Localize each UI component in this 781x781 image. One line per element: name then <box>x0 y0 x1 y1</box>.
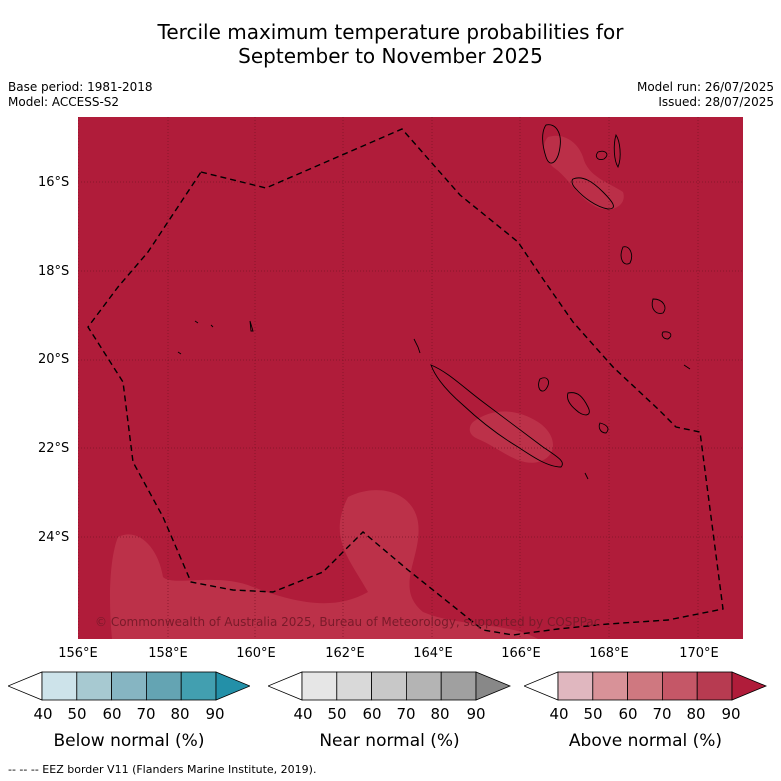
below-colorbar-min-arrow <box>8 671 43 701</box>
below-colorbar-bin <box>145 671 182 701</box>
near-colorbar-bin <box>405 671 442 701</box>
model-run-text: Model run: 26/07/2025 <box>636 80 774 94</box>
above-normal-label: Above normal (%) <box>568 731 723 751</box>
probability-patch-vanuatu <box>543 135 624 210</box>
tick-label: 60 <box>102 705 122 723</box>
meta-right: Model run: 26/07/2025 Issued: 28/07/2025 <box>637 80 774 110</box>
map-copyright: © Commonwealth of Australia 2025, Bureau… <box>95 615 600 629</box>
tick-label: 40 <box>549 705 569 723</box>
below-colorbar-max-arrow <box>215 671 250 701</box>
lon-label-164e: 164°E <box>413 646 453 661</box>
lat-label-18s: 18°S <box>38 264 70 279</box>
tick-label: 50 <box>583 705 603 723</box>
coastlines <box>177 124 691 480</box>
near-colorbar-bin <box>301 671 338 701</box>
tick-label: 60 <box>618 705 638 723</box>
near-normal-label: Near normal (%) <box>319 731 460 751</box>
lon-label-156e: 156°E <box>58 646 98 661</box>
lat-label-16s: 16°S <box>38 175 70 190</box>
tick-label: 80 <box>686 705 706 723</box>
tick-label: 70 <box>396 705 416 723</box>
chart-title: Tercile maximum temperature probabilitie… <box>0 20 781 68</box>
near-colorbar-max-arrow <box>475 671 511 701</box>
below-normal-colorbar <box>8 671 250 701</box>
lat-label-22s: 22°S <box>38 441 70 456</box>
tick-label: 90 <box>466 705 486 723</box>
lon-label-168e: 168°E <box>589 646 629 661</box>
lon-label-160e: 160°E <box>236 646 276 661</box>
eez-footnote: -- -- -- EEZ border V11 (Flanders Marine… <box>8 763 317 776</box>
above-colorbar-bin <box>627 671 663 701</box>
tick-label: 40 <box>293 705 313 723</box>
eez-border <box>87 128 724 636</box>
tick-label: 50 <box>327 705 347 723</box>
map-svg: © Commonwealth of Australia 2025, Bureau… <box>77 117 743 639</box>
new-caledonia-island <box>430 364 563 468</box>
near-colorbar-min-arrow <box>268 671 303 701</box>
lat-label-24s: 24°S <box>38 530 70 545</box>
above-colorbar-bin <box>557 671 594 701</box>
meta-left: Base period: 1981-2018 Model: ACCESS-S2 <box>8 80 153 110</box>
above-colorbar-bin <box>696 671 733 701</box>
lon-label-166e: 166°E <box>501 646 541 661</box>
below-colorbar-bin <box>41 671 78 701</box>
below-colorbar-bin <box>111 671 147 701</box>
tick-label: 70 <box>652 705 672 723</box>
map-panel[interactable]: © Commonwealth of Australia 2025, Bureau… <box>77 117 743 639</box>
above-colorbar-min-arrow <box>524 671 559 701</box>
tick-label: 80 <box>430 705 450 723</box>
title-line-1: Tercile maximum temperature probabilitie… <box>157 20 624 44</box>
base-period-text: Base period: 1981-2018 <box>8 80 153 94</box>
above-colorbar-bin <box>661 671 698 701</box>
above-colorbar-bin <box>592 671 629 701</box>
near-colorbar-bin <box>440 671 477 701</box>
tick-label: 70 <box>136 705 156 723</box>
tick-label: 90 <box>721 705 741 723</box>
tick-label: 80 <box>170 705 190 723</box>
below-normal-label: Below normal (%) <box>53 731 205 751</box>
graticule <box>77 117 743 639</box>
near-colorbar-bin <box>371 671 407 701</box>
model-text: Model: ACCESS-S2 <box>8 95 120 109</box>
lon-label-158e: 158°E <box>148 646 188 661</box>
above-colorbar-max-arrow <box>731 671 767 701</box>
title-line-2: September to November 2025 <box>238 44 543 68</box>
probability-patch-south <box>110 490 538 639</box>
lon-label-162e: 162°E <box>325 646 365 661</box>
tick-label: 50 <box>67 705 87 723</box>
issued-text: Issued: 28/07/2025 <box>658 95 774 109</box>
near-normal-colorbar <box>268 671 511 701</box>
below-colorbar-bin <box>180 671 217 701</box>
tick-label: 40 <box>33 705 53 723</box>
probability-patch-newcaledonia <box>469 411 553 463</box>
above-normal-colorbar <box>524 671 767 701</box>
lat-label-20s: 20°S <box>38 352 70 367</box>
below-colorbar-bin <box>76 671 113 701</box>
lon-label-170e: 170°E <box>679 646 719 661</box>
tick-label: 90 <box>205 705 225 723</box>
tick-label: 60 <box>362 705 382 723</box>
near-colorbar-bin <box>336 671 373 701</box>
